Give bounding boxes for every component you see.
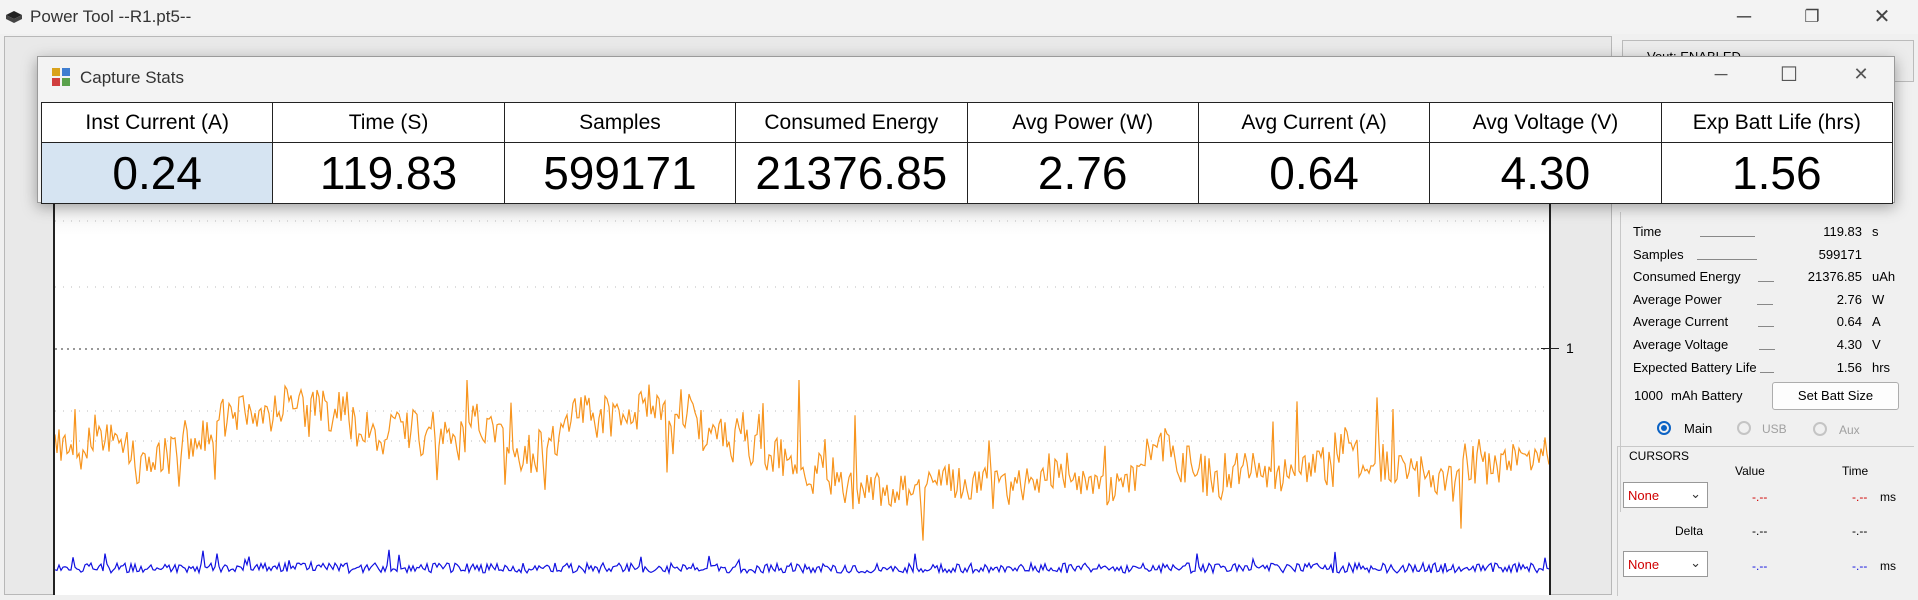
battery-label: mAh Battery — [1671, 388, 1743, 403]
header-samples: Samples — [503, 102, 737, 143]
stat-unit: A — [1872, 314, 1881, 330]
stat-unit: s — [1872, 224, 1879, 239]
delta-value: -.-- — [1752, 524, 1768, 538]
cursors-title: CURSORS — [1629, 449, 1690, 463]
header-exp-batt-life: Exp Batt Life (hrs) — [1660, 102, 1894, 143]
radio-main-label: Main — [1684, 421, 1713, 436]
stats-minimize-button[interactable]: ─ — [1714, 64, 1728, 84]
capture-stats-table: Inst Current (A) Time (S) Samples Consum… — [40, 102, 1894, 204]
chart-panel[interactable] — [53, 190, 1551, 595]
cursor2-select-value: None — [1628, 557, 1660, 572]
value-avg-voltage[interactable]: 4.30 — [1429, 142, 1662, 204]
stat-label: Consumed Energy — [1633, 269, 1741, 285]
radio-usb-label: USB — [1762, 422, 1787, 436]
stat-unit: W — [1872, 291, 1885, 307]
stats-header-row: Inst Current (A) Time (S) Samples Consum… — [40, 102, 1894, 143]
stats-value-row: 0.24 119.83 599171 21376.85 2.76 0.64 4.… — [40, 142, 1894, 204]
stat-leader-line — [1759, 349, 1775, 350]
radio-main[interactable] — [1657, 421, 1671, 435]
cursor1-select-value: None — [1628, 488, 1660, 503]
stats-close-button[interactable]: ✕ — [1853, 64, 1869, 84]
cursor1-time: -.-- — [1852, 490, 1868, 504]
cursors-value-header: Value — [1735, 464, 1765, 478]
stat-leader-line — [1758, 326, 1774, 328]
stat-label: Time — [1633, 224, 1662, 239]
cursor2-time: -.-- — [1852, 559, 1868, 573]
stat-label: Expected Battery Life — [1633, 359, 1757, 375]
header-avg-power: Avg Power (W) — [966, 102, 1199, 143]
delta-time: -.-- — [1852, 524, 1868, 538]
radio-usb[interactable] — [1737, 421, 1751, 435]
stat-value: 1.56 — [1836, 359, 1862, 375]
stat-value: 2.76 — [1836, 291, 1862, 307]
close-button[interactable]: ✕ — [1873, 6, 1891, 28]
cursor2-select[interactable]: None ⌄ — [1623, 551, 1708, 577]
app-title: Power Tool --R1.pt5-- — [30, 7, 192, 26]
main-titlebar — [0, 0, 1918, 34]
radio-aux-label: Aux — [1839, 423, 1860, 437]
value-avg-power[interactable]: 2.76 — [966, 142, 1199, 204]
capture-stats-title: Capture Stats — [80, 68, 184, 87]
stat-label: Average Voltage — [1633, 337, 1729, 352]
value-consumed-energy[interactable]: 21376.85 — [735, 142, 968, 204]
cursor2-unit: ms — [1880, 559, 1896, 573]
set-batt-size-button[interactable]: Set Batt Size — [1772, 382, 1899, 410]
minimize-button[interactable]: ─ — [1736, 6, 1752, 28]
stat-value: 21376.85 — [1807, 269, 1862, 285]
stat-leader-line — [1758, 281, 1774, 283]
capture-stats-app-icon — [52, 68, 70, 86]
radio-aux[interactable] — [1813, 422, 1827, 436]
stat-leader-line — [1760, 371, 1774, 373]
app-logo-icon — [4, 9, 24, 25]
chart-background — [55, 190, 1549, 340]
restore-button[interactable]: ❐ — [1804, 7, 1820, 26]
battery-capacity: 1000 — [1634, 388, 1663, 403]
voltage-trace — [54, 549, 1550, 576]
stats-group — [1620, 212, 1915, 512]
cursor1-select[interactable]: None ⌄ — [1623, 482, 1708, 508]
stats-maximize-button[interactable]: ☐ — [1780, 64, 1798, 86]
axis-tick-label: 1 — [1566, 340, 1574, 356]
chevron-down-icon: ⌄ — [1690, 555, 1701, 570]
stat-value: 4.30 — [1836, 337, 1862, 352]
cursor1-unit: ms — [1880, 490, 1896, 504]
header-inst-current: Inst Current (A) — [40, 102, 274, 143]
value-time[interactable]: 119.83 — [272, 142, 505, 204]
waveform-chart[interactable] — [54, 190, 1550, 595]
stat-label: Average Current — [1633, 314, 1729, 330]
stat-leader-line — [1700, 236, 1755, 237]
value-exp-batt-life[interactable]: 1.56 — [1660, 142, 1894, 204]
cursors-time-header: Time — [1842, 464, 1869, 478]
stat-unit: hrs — [1872, 359, 1891, 375]
stat-label: Average Power — [1633, 291, 1722, 307]
stat-leader-line — [1757, 303, 1773, 305]
stat-label: Samples — [1633, 246, 1684, 262]
header-time: Time (S) — [272, 102, 505, 143]
cursors-group — [1617, 446, 1914, 596]
stat-value: 599171 — [1818, 246, 1862, 262]
value-avg-current[interactable]: 0.64 — [1197, 142, 1431, 204]
header-avg-current: Avg Current (A) — [1197, 102, 1431, 143]
cursor1-value: -.-- — [1752, 490, 1768, 504]
axis-tick-mark — [1541, 348, 1559, 349]
stat-value: 0.64 — [1836, 314, 1862, 330]
value-inst-current[interactable]: 0.24 — [40, 142, 274, 204]
chevron-down-icon: ⌄ — [1690, 486, 1701, 501]
stat-unit: uAh — [1872, 269, 1896, 285]
delta-label: Delta — [1675, 524, 1704, 538]
current-trace — [54, 379, 1550, 541]
value-samples[interactable]: 599171 — [503, 142, 737, 204]
cursor2-value: -.-- — [1752, 559, 1768, 573]
header-avg-voltage: Avg Voltage (V) — [1429, 102, 1662, 143]
header-consumed-energy: Consumed Energy — [735, 102, 968, 143]
stat-value: 119.83 — [1823, 224, 1862, 239]
stat-unit: V — [1872, 337, 1881, 352]
stat-leader-line — [1697, 258, 1757, 260]
